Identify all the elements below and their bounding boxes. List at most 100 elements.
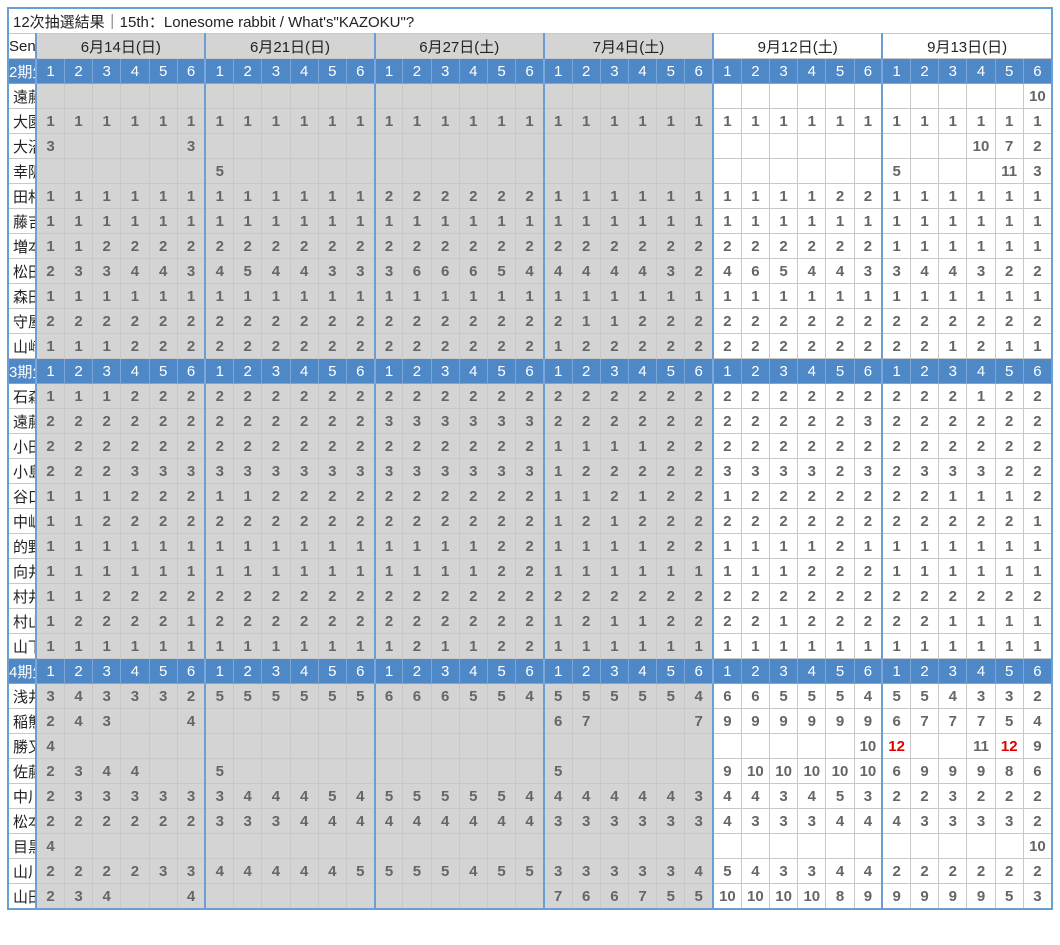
result-cell: 4 <box>599 258 629 284</box>
result-cell: 5 <box>797 683 827 709</box>
section-name: 3期生 <box>7 358 37 384</box>
result-cell: 1 <box>599 633 629 659</box>
member-row: 遠藤 光莉 10 <box>7 83 1053 109</box>
result-cell: 10 <box>712 883 742 910</box>
result-cell <box>627 733 658 759</box>
result-cell: 3 <box>148 858 178 884</box>
result-cell: 2 <box>797 333 827 359</box>
result-cell: 5 <box>289 683 319 709</box>
result-cell: 4 <box>515 258 545 284</box>
result-cell: 9 <box>768 708 799 734</box>
result-cell: 2 <box>373 333 404 359</box>
result-cell: 2 <box>317 333 347 359</box>
result-cell: 5 <box>486 783 517 809</box>
slot-number: 6 <box>176 58 206 84</box>
result-cell: 1 <box>909 108 940 134</box>
result-cell: 1 <box>966 633 996 659</box>
result-cell: 5 <box>430 858 460 884</box>
result-cell: 2 <box>656 483 686 509</box>
result-cell: 2 <box>966 583 996 609</box>
result-cell: 2 <box>797 608 827 634</box>
result-cell: 2 <box>261 383 291 409</box>
result-cell: 2 <box>402 333 432 359</box>
result-cell: 2 <box>909 608 940 634</box>
result-cell: 2 <box>599 583 629 609</box>
slot-number: 4 <box>966 58 996 84</box>
result-cell: 2 <box>402 508 432 534</box>
result-cell: 2 <box>994 408 1024 434</box>
result-cell: 3 <box>768 808 799 834</box>
result-cell: 2 <box>853 308 883 334</box>
result-cell: 4 <box>120 758 150 784</box>
result-cell: 2 <box>148 383 178 409</box>
result-cell: 2 <box>92 808 122 834</box>
result-cell <box>92 133 122 159</box>
result-cell: 2 <box>515 433 545 459</box>
result-cell: 2 <box>656 533 686 559</box>
result-cell: 1 <box>120 283 150 309</box>
result-cell: 3 <box>430 408 460 434</box>
result-cell <box>684 758 714 784</box>
result-cell: 1 <box>797 108 827 134</box>
member-name: 山下 瞳月 <box>7 633 37 659</box>
result-cell: 4 <box>853 683 883 709</box>
result-cell: 1 <box>176 533 206 559</box>
result-cell: 2 <box>317 383 347 409</box>
result-cell <box>317 883 347 910</box>
result-cell: 2 <box>176 483 206 509</box>
result-cell: 2 <box>204 433 235 459</box>
result-cell: 1 <box>1022 233 1053 259</box>
result-cell <box>966 83 996 109</box>
result-cell: 2 <box>35 258 65 284</box>
result-cell: 2 <box>515 333 545 359</box>
result-cell: 2 <box>684 383 714 409</box>
result-cell: 7 <box>994 133 1024 159</box>
result-cell: 2 <box>571 383 601 409</box>
slot-number: 3 <box>599 358 629 384</box>
result-cell: 5 <box>458 683 488 709</box>
result-cell: 2 <box>797 233 827 259</box>
result-cell: 1 <box>656 208 686 234</box>
member-row: 森田 ひかる1111111111111111111111111111111111… <box>7 283 1053 309</box>
result-cell: 2 <box>825 433 855 459</box>
result-cell: 2 <box>797 508 827 534</box>
result-cell <box>881 133 912 159</box>
result-cell: 2 <box>289 433 319 459</box>
result-cell: 2 <box>1022 583 1053 609</box>
result-cell: 4 <box>458 858 488 884</box>
result-cell: 2 <box>204 608 235 634</box>
result-cell: 2 <box>63 858 94 884</box>
result-cell: 2 <box>1022 483 1053 509</box>
result-cell: 2 <box>881 483 912 509</box>
result-cell: 3 <box>63 258 94 284</box>
result-cell: 2 <box>148 333 178 359</box>
result-cell: 1 <box>571 633 601 659</box>
result-cell: 2 <box>938 508 968 534</box>
result-cell: 3 <box>35 683 65 709</box>
result-cell: 2 <box>684 583 714 609</box>
result-cell: 2 <box>176 308 206 334</box>
result-cell: 2 <box>740 433 770 459</box>
result-cell: 2 <box>656 308 686 334</box>
result-cell: 4 <box>853 808 883 834</box>
slot-number: 1 <box>35 658 65 684</box>
result-cell: 5 <box>994 708 1024 734</box>
result-cell <box>430 158 460 184</box>
result-cell: 2 <box>768 433 799 459</box>
result-cell: 5 <box>994 883 1024 910</box>
result-cell: 4 <box>740 858 770 884</box>
result-cell: 1 <box>938 483 968 509</box>
result-cell <box>853 83 883 109</box>
slot-number: 5 <box>486 58 517 84</box>
slot-number: 4 <box>120 58 150 84</box>
result-cell: 4 <box>599 783 629 809</box>
result-cell: 1 <box>684 633 714 659</box>
result-cell: 1 <box>35 108 65 134</box>
result-cell <box>176 758 206 784</box>
result-cell: 2 <box>684 533 714 559</box>
result-cell: 4 <box>233 783 263 809</box>
result-cell <box>571 133 601 159</box>
result-cell: 5 <box>430 783 460 809</box>
result-cell: 2 <box>768 383 799 409</box>
result-cell: 2 <box>938 858 968 884</box>
